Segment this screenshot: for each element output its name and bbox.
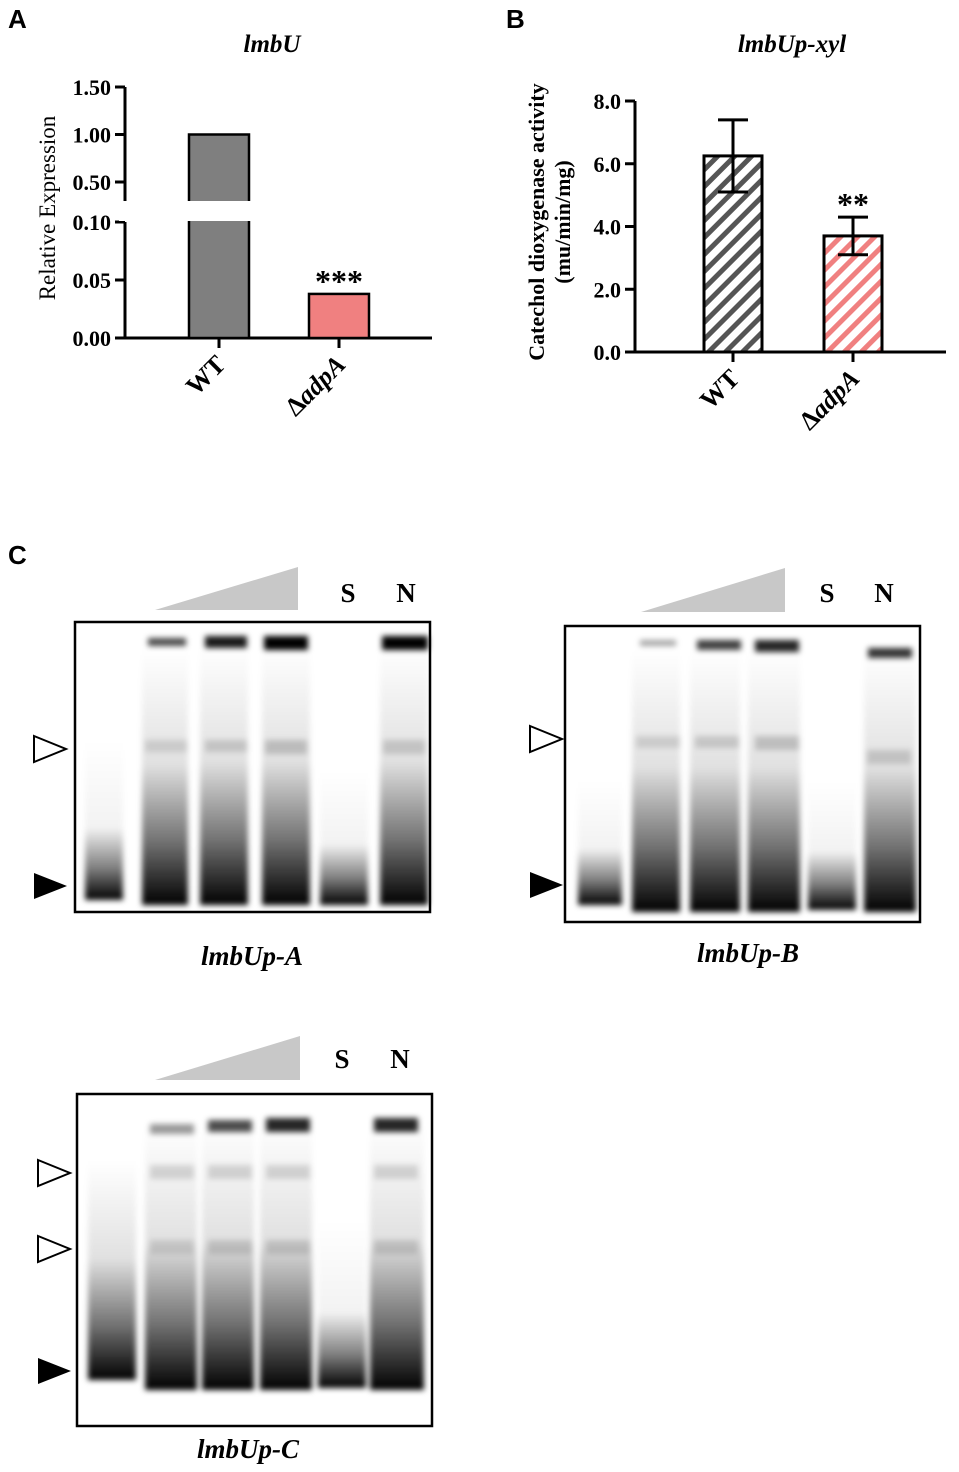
gel-a-filled-arrowhead [34, 873, 67, 899]
chart-b-ytick-label: 8.0 [594, 89, 622, 114]
chart-a-ytick-label: 0.10 [73, 210, 112, 235]
chart-a-title: lmbU [244, 31, 303, 58]
chart-a-ylabel: Relative Expression [35, 115, 60, 300]
chart-a-ytick-label: 0.05 [73, 268, 112, 293]
chart-b-ytick-label: 4.0 [594, 215, 622, 240]
chart-b-ytick-label: 2.0 [594, 277, 622, 302]
panel-label-c: C [8, 540, 27, 570]
chart-a-ytick-label: 0.00 [73, 326, 112, 351]
chart-a-significance: *** [315, 263, 363, 299]
chart-b-ylabel-unit: (mu/min/mg) [550, 160, 575, 283]
chart-a-ytick-label: 1.00 [73, 123, 112, 148]
chart-a-axis-break [119, 201, 259, 221]
gel-c-open-arrowhead-2 [37, 1234, 73, 1264]
gel-a-lane-s: S [340, 578, 355, 608]
gel-b-frame [563, 624, 922, 924]
chart-b: lmbUp-xyl Catechol dioxygenase activity … [524, 31, 946, 436]
gel-a-gradient-wedge [155, 567, 298, 610]
chart-b-ytick-label: 6.0 [594, 152, 622, 177]
panel-label-a: A [8, 4, 27, 34]
gel-a-lanes [85, 636, 428, 905]
gel-b-open-arrowhead [529, 724, 565, 754]
gel-b-gradient-wedge [641, 568, 785, 612]
gel-b-filled-arrowhead [530, 872, 563, 898]
gel-c: S N [37, 1036, 434, 1428]
gel-panel: S N lmbUp-A S N [33, 567, 922, 1464]
chart-b-title: lmbUp-xyl [738, 31, 846, 58]
chart-b-category-label: WT [694, 364, 745, 415]
chart-a-ytick-label: 0.50 [73, 170, 112, 195]
gel-a-caption: lmbUp-A [201, 941, 303, 971]
chart-b-ytick-label: 0.0 [594, 340, 622, 365]
chart-a-category-label: WT [180, 350, 231, 401]
gel-c-lane-s: S [334, 1044, 349, 1074]
gel-c-lane-n: N [390, 1044, 410, 1074]
panel-label-b: B [506, 4, 525, 34]
gel-b-caption: lmbUp-B [697, 938, 799, 968]
chart-a: lmbU Relative Expression 0.00 0.05 0.10 0.5… [35, 31, 432, 422]
gel-b-lane-n: N [874, 578, 894, 608]
chart-a-bar [307, 292, 371, 340]
chart-b-ylabel: Catechol dioxygenase activity [524, 83, 549, 360]
chart-a-category-label: ΔadpA [279, 350, 351, 422]
chart-b-significance: ** [837, 186, 869, 222]
gel-a-open-arrowhead [33, 734, 69, 764]
gel-b-lane-s: S [819, 578, 834, 608]
gel-c-lanes [88, 1118, 424, 1390]
gel-a: S N [33, 567, 432, 914]
gel-c-filled-arrowhead [38, 1358, 71, 1384]
gel-b: S N [529, 568, 922, 924]
gel-b-lanes [578, 640, 916, 912]
gel-a-lane-n: N [396, 578, 416, 608]
gel-c-gradient-wedge [155, 1036, 300, 1080]
chart-a-bar [187, 133, 251, 340]
gel-c-open-arrowhead-1 [37, 1158, 73, 1188]
gel-c-caption: lmbUp-C [197, 1434, 300, 1464]
chart-b-category-label: ΔadpA [793, 364, 865, 436]
gel-a-frame [73, 620, 432, 914]
chart-a-ytick-label: 1.50 [73, 75, 112, 100]
